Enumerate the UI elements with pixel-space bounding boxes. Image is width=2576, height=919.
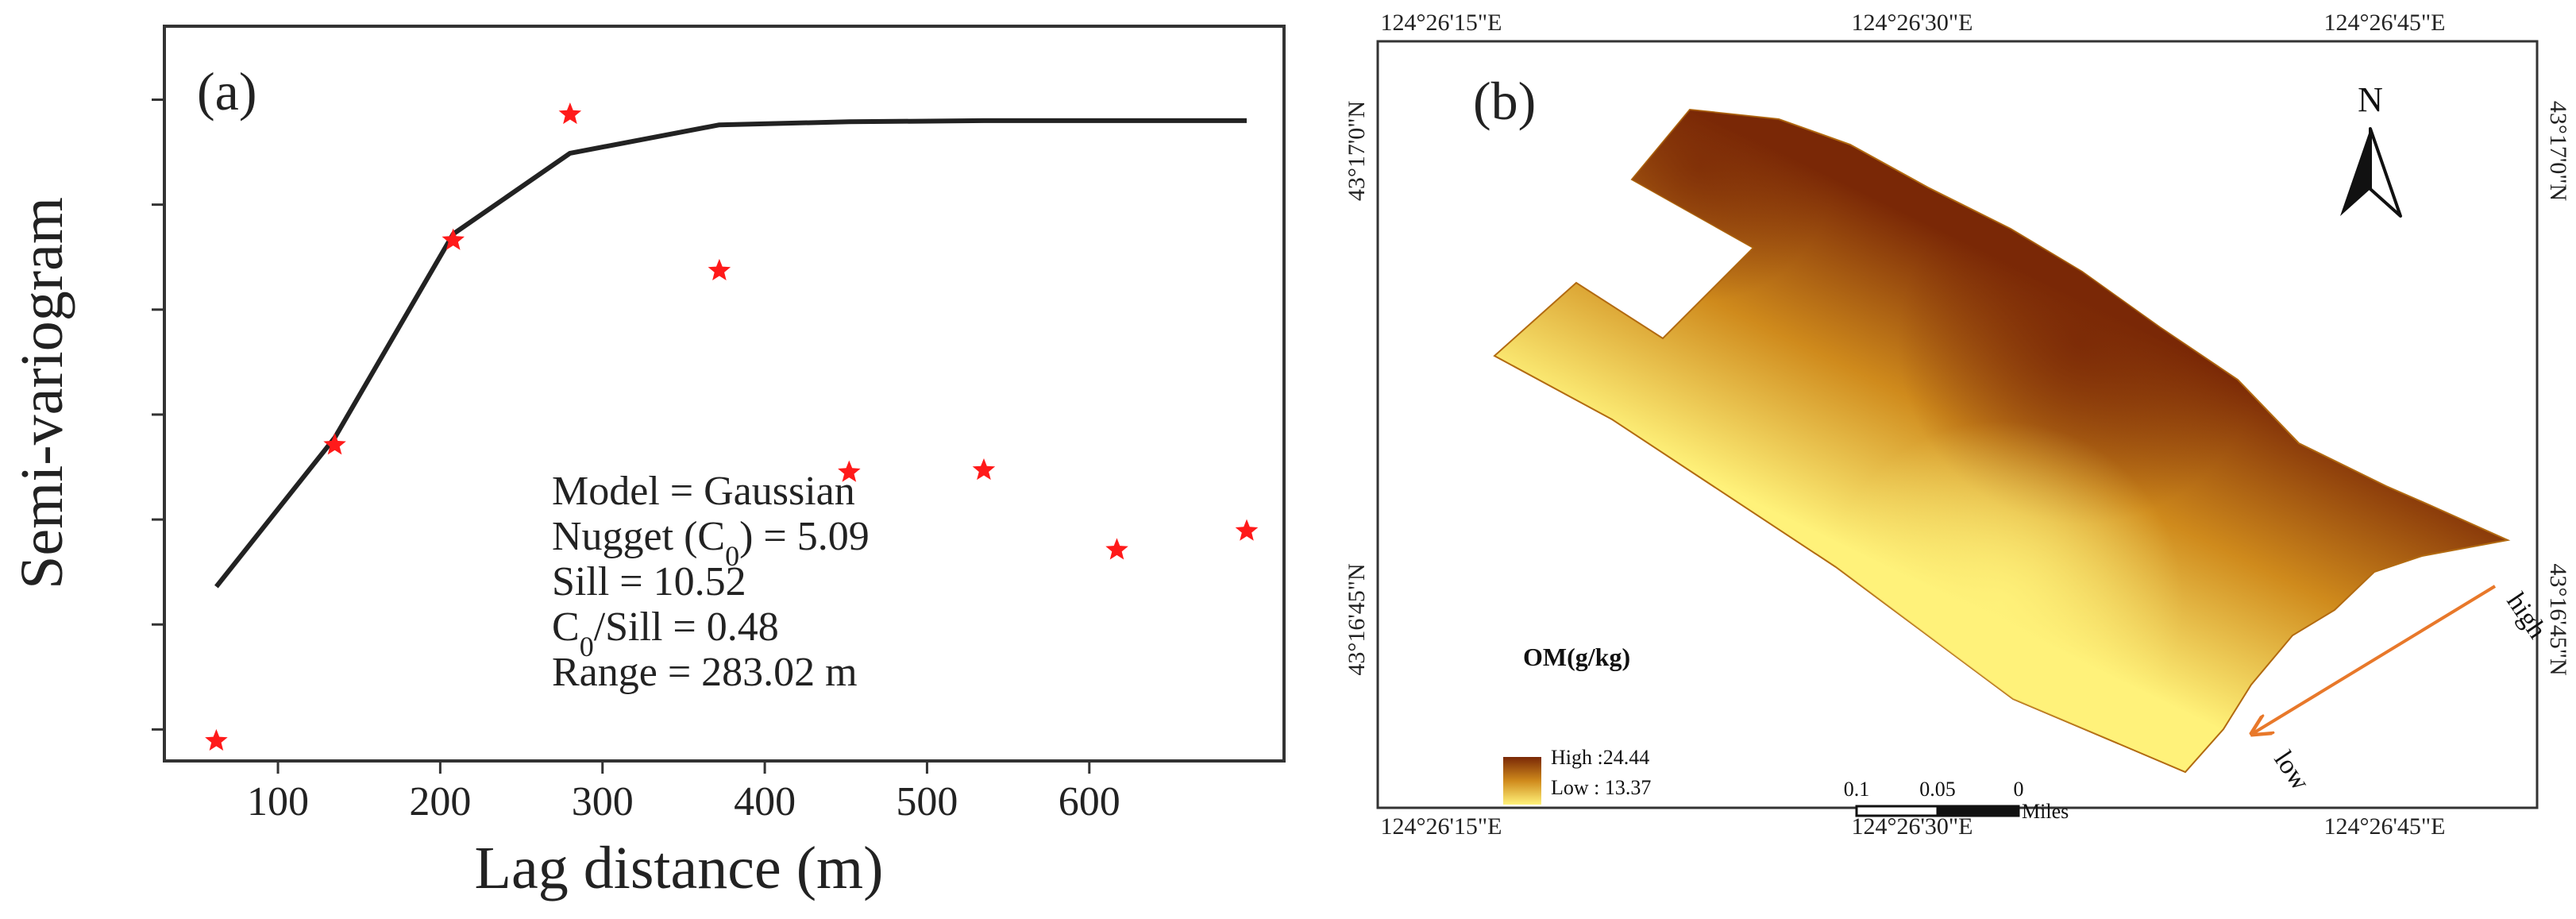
north-arrow-outline [2369,127,2402,218]
data-point-star [838,460,861,482]
legend-title: OM(g/kg) [1523,643,1630,671]
scale-bar-segment-2 [1936,805,2020,817]
right-tick-2: 43°16'45"N [2545,563,2571,675]
top-tick-3: 124°26'45"E [2324,10,2446,36]
experimental-points [205,102,1259,751]
top-tick-1: 124°26'15"E [1381,10,1502,36]
top-coordinate-labels: 124°26'15"E 124°26'30"E 124°26'45"E [1381,10,2446,36]
y-axis-ticks [152,98,164,731]
scale-bar-segment-1 [1855,805,1939,817]
semivariogram-panel: 100 200 300 400 500 600 (a) Model = GaussianN… [9,25,1286,902]
annotation-line: Model = Gaussian [552,469,855,514]
field-map [1493,108,2511,774]
gradient-low-label: low [2268,746,2315,796]
gradient-arrow-line [2252,585,2497,734]
bottom-tick-2: 124°26'30"E [1852,813,1973,840]
x-axis-ticks: 100 200 300 400 500 600 [247,761,1120,824]
scale-label-1: 0.05 [1919,778,1956,801]
left-coordinate-labels: 43°17'0"N 43°16'45"N [1344,101,1370,676]
data-point-star [323,433,346,455]
data-point-star [972,458,996,481]
x-tick-label: 100 [247,779,309,824]
right-tick-1: 43°17'0"N [2545,101,2571,201]
legend-low: Low : 13.37 [1551,776,1651,799]
scale-unit: Miles [2022,800,2069,823]
top-tick-2: 124°26'30"E [1852,10,1973,36]
bottom-tick-1: 124°26'15"E [1381,813,1502,840]
gaussian-model-line [214,118,1247,589]
data-point-star [205,728,228,751]
data-point-star [1105,538,1128,560]
legend-high: High :24.44 [1551,746,1649,769]
data-point-star [558,102,582,125]
x-tick-label: 400 [734,779,796,824]
scale-label-0: 0.1 [1844,778,1870,801]
right-coordinate-labels: 43°17'0"N 43°16'45"N [2545,101,2571,676]
om-map-panel: (b) 124°26'15"E 124°26'30"E 124°26'45"E … [1344,10,2571,840]
bottom-coordinate-labels: 124°26'15"E 124°26'30"E 124°26'45"E [1381,813,2446,840]
annotation-line: C0/Sill = 0.48 [552,604,779,662]
gradient-high-label: high [2501,588,2551,644]
data-point-star [1235,519,1259,541]
left-tick-2: 43°16'45"N [1344,563,1370,675]
field-light-zone [1494,110,2508,772]
annotation-line: Range = 283.02 m [552,650,858,695]
annotation-line: Nugget (C0) = 5.09 [552,514,870,572]
annotation-line: Sill = 10.52 [552,559,746,604]
panel-label-b: (b) [1473,71,1536,131]
panel-label-a: (a) [197,61,256,122]
map-legend: OM(g/kg) High :24.44 Low : 13.37 [1503,643,1651,805]
y-axis-title: Semi-variogram [9,197,75,589]
x-tick-label: 600 [1059,779,1120,824]
left-tick-1: 43°17'0"N [1344,101,1370,201]
data-point-star [442,228,465,250]
legend-color-ramp [1503,757,1541,805]
north-arrow: N [2340,80,2402,218]
scale-label-2: 0 [2014,778,2024,801]
scale-bar: 0.1 0.05 0 Miles [1844,778,2069,823]
x-tick-label: 500 [896,779,958,824]
plot-frame [163,25,1286,763]
x-axis-title: Lag distance (m) [475,835,884,902]
north-label: N [2358,80,2383,119]
x-tick-label: 200 [409,779,471,824]
data-point-star [708,258,731,280]
x-tick-label: 300 [572,779,634,824]
bottom-tick-3: 124°26'45"E [2324,813,2446,840]
north-arrow-icon [2340,129,2370,216]
